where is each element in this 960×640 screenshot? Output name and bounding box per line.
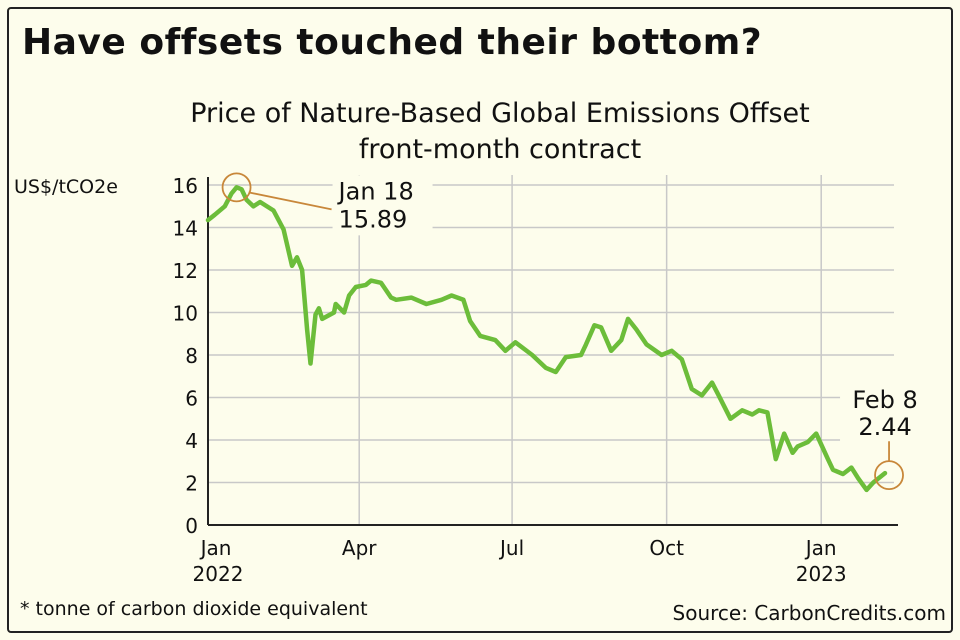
y-tick-label: 10 (173, 302, 198, 326)
y-tick-label: 2 (185, 472, 198, 496)
chart-subtitle: front-month contract (358, 134, 642, 165)
y-tick-label: 12 (173, 259, 198, 283)
x-tick-label: Jan (199, 536, 232, 560)
last-label-bg (840, 381, 936, 442)
x-tick-label: Jul (498, 536, 524, 560)
last-date-label: Feb 8 (852, 386, 917, 414)
price-line (205, 185, 888, 493)
y-tick-label: 16 (173, 174, 198, 198)
peak-value-label: 15.89 (339, 205, 408, 233)
x-tick-year: 2023 (796, 562, 847, 586)
x-tick-year: 2022 (193, 562, 244, 586)
peak-label-bg (332, 175, 433, 236)
y-axis-label: US$/tCO2e (14, 176, 118, 198)
y-tick-label: 0 (185, 514, 198, 538)
peak-leader-line (248, 191, 332, 211)
x-tick-label: Apr (342, 536, 377, 560)
x-tick-label: Jan (804, 536, 837, 560)
y-tick-label: 8 (185, 344, 198, 368)
headline: Have offsets touched their bottom? (22, 22, 763, 63)
y-tick-label: 6 (185, 387, 198, 411)
y-tick-label: 4 (185, 429, 198, 453)
chart-title-block: Price of Nature-Based Global Emissions O… (0, 96, 960, 168)
chart-title: Price of Nature-Based Global Emissions O… (190, 98, 810, 129)
last-value-label: 2.44 (858, 413, 911, 441)
card-frame (7, 7, 953, 633)
source-credit: Source: CarbonCredits.com (672, 601, 946, 625)
x-tick-label: Oct (649, 536, 684, 560)
peak-date-label: Jan 18 (337, 177, 414, 205)
footnote: * tonne of carbon dioxide equivalent (20, 598, 368, 620)
y-tick-label: 14 (173, 217, 198, 241)
peak-circle (221, 172, 252, 203)
